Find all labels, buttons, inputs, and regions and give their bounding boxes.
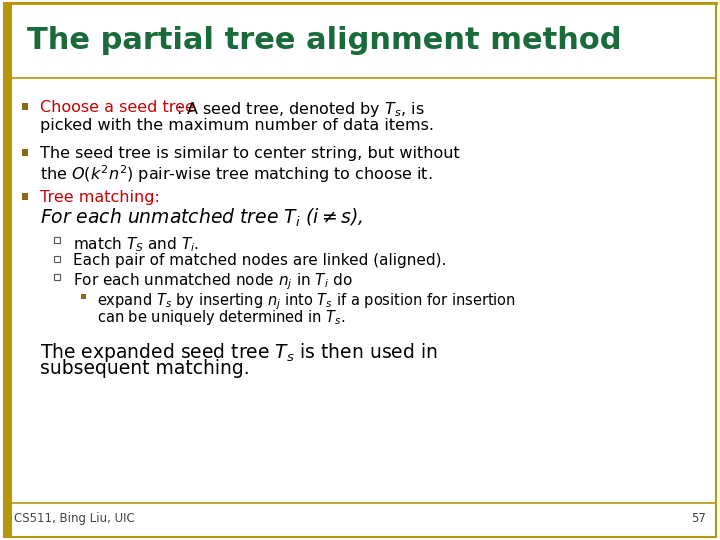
Text: match $T_S$ and $T_i$.: match $T_S$ and $T_i$.: [73, 235, 199, 254]
Bar: [22, 149, 27, 156]
Bar: [54, 274, 60, 280]
Text: Each pair of matched nodes are linked (aligned).: Each pair of matched nodes are linked (a…: [73, 253, 447, 268]
Text: For each unmatched tree $T_i$ ($i \neq s$),: For each unmatched tree $T_i$ ($i \neq s…: [40, 206, 363, 228]
Text: picked with the maximum number of data items.: picked with the maximum number of data i…: [40, 118, 433, 133]
Bar: [22, 103, 27, 110]
Bar: [81, 294, 86, 299]
Text: The expanded seed tree $T_s$ is then used in: The expanded seed tree $T_s$ is then use…: [40, 341, 437, 365]
Text: Choose a seed tree: Choose a seed tree: [40, 100, 194, 115]
Text: For each unmatched node $n_j$ in $T_i$ do: For each unmatched node $n_j$ in $T_i$ d…: [73, 272, 353, 292]
Bar: [4, 3, 12, 537]
Bar: [54, 237, 60, 243]
Text: The partial tree alignment method: The partial tree alignment method: [27, 26, 622, 55]
Bar: [54, 255, 60, 261]
Text: expand $T_s$ by inserting $n_j$ into $T_s$ if a position for insertion: expand $T_s$ by inserting $n_j$ into $T_…: [97, 292, 516, 312]
Text: can be uniquely determined in $T_s$.: can be uniquely determined in $T_s$.: [97, 308, 346, 327]
Text: CS511, Bing Liu, UIC: CS511, Bing Liu, UIC: [14, 512, 135, 525]
Text: the $O(k^2n^2)$ pair-wise tree matching to choose it.: the $O(k^2n^2)$ pair-wise tree matching …: [40, 164, 432, 185]
Text: 57: 57: [690, 512, 706, 525]
Text: The seed tree is similar to center string, but without: The seed tree is similar to center strin…: [40, 146, 459, 161]
Bar: [22, 193, 27, 200]
Text: Tree matching:: Tree matching:: [40, 190, 159, 205]
Text: : A seed tree, denoted by $T_s$, is: : A seed tree, denoted by $T_s$, is: [176, 100, 424, 119]
Text: subsequent matching.: subsequent matching.: [40, 359, 249, 378]
